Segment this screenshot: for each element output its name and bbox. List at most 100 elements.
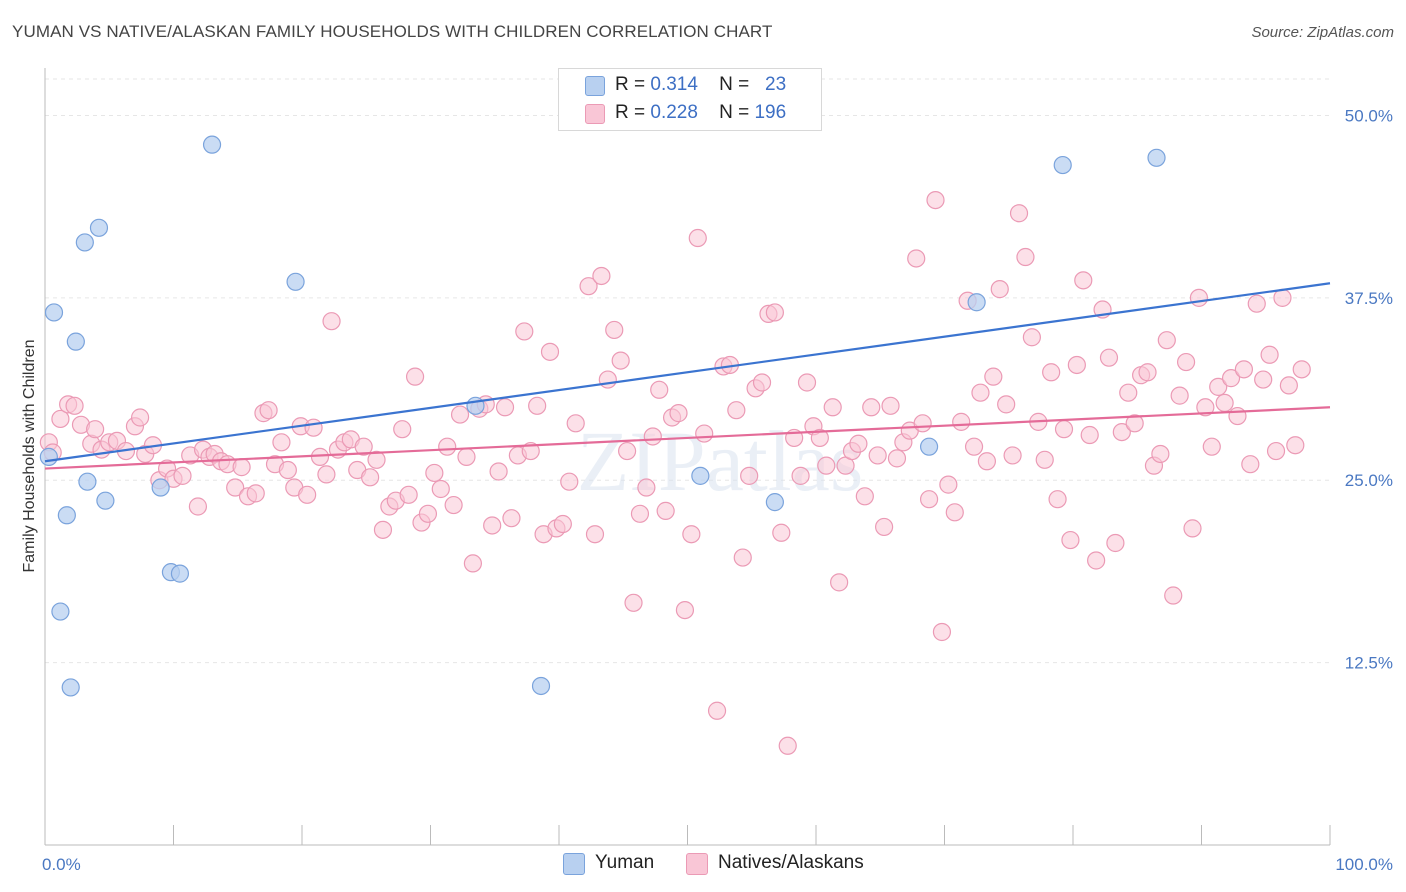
native-point [1189,288,1209,307]
native-point [1183,519,1202,538]
native-point [1087,551,1106,570]
chart-title: YUMAN VS NATIVE/ALASKAN FAMILY HOUSEHOLD… [12,22,773,41]
native-point [656,501,675,520]
y-tick-labels: 12.5% 25.0% 37.5% 50.0% [1345,106,1393,672]
yuman-point [691,466,710,485]
native-point [425,463,444,483]
native-point [1241,455,1260,474]
y-axis-title: Family Households with Children [21,340,38,573]
native-point [1247,294,1266,313]
native-point [919,490,939,509]
native-point [707,701,727,720]
native-point [1054,420,1074,439]
x-tick-max: 100.0% [1335,855,1393,874]
native-point [188,497,208,516]
native-point [1080,425,1099,445]
native-point [1035,450,1054,469]
native-point [310,447,330,466]
native-point [1112,422,1131,442]
yuman-point [89,218,109,237]
native-point [1196,398,1215,417]
native-point [1009,204,1029,223]
native-point [849,434,868,453]
native-point [51,409,70,429]
native-point [752,373,772,392]
native-point [1279,376,1298,395]
yuman-legend-swatch [563,853,585,875]
yuman-point [39,447,58,466]
native-point [367,450,386,469]
stats-legend: R = 0.314 N = 23 R = 0.228 N = 196 [558,68,822,131]
yuman-legend-label: Yuman [595,852,655,873]
native-point [823,398,842,417]
legend-r-value: 0.314 [650,74,698,95]
yuman-point [61,678,80,697]
series-natives-alaskans [39,191,1311,755]
yuman-trend-line [44,282,1331,463]
native-point [977,452,997,471]
native-point [463,554,483,573]
yuman-point [66,332,85,351]
native-point [1106,533,1125,553]
native-point [1099,348,1119,367]
native-point [650,380,669,399]
native-point [540,342,560,361]
y-tick-label: 25.0% [1345,471,1393,490]
native-point [990,280,1009,299]
native-point [528,396,547,415]
native-point [945,503,964,522]
native-point [1234,360,1254,379]
native-point [618,441,637,461]
native-point [592,266,611,286]
y-tick-label: 50.0% [1345,106,1393,125]
yuman-point [202,135,222,154]
series-yuman [39,135,1166,697]
native-point [855,487,874,506]
yuman-point [78,472,97,491]
source-label: Source: ZipAtlas.com [1251,24,1394,41]
native-point [862,398,881,417]
x-tick-min: 0.0% [42,855,81,874]
native-point [579,277,598,296]
native-point [560,472,579,491]
native-point [317,465,336,484]
native-point [1273,288,1292,307]
native-point [1228,406,1247,426]
native-point [1254,370,1273,389]
native-point [450,405,470,424]
y-tick-label: 12.5% [1345,654,1393,673]
native-point [431,479,450,499]
native-point [1202,437,1221,456]
native-point [939,475,958,494]
native-point [232,458,251,477]
native-point [997,395,1016,414]
native-point [361,468,380,487]
native-point [984,367,1003,386]
native-point [1042,363,1061,382]
native-point [278,460,297,480]
native-point [1157,331,1176,350]
native-point [1022,328,1041,347]
yuman-point [151,478,170,497]
yuman-point [531,676,551,696]
native-point [1048,490,1067,509]
native-point [489,462,508,481]
trend-lines [44,282,1331,470]
native-point [1125,414,1144,433]
native-point [1016,247,1035,267]
native-point [669,404,688,423]
native-point [643,427,662,446]
native-point [405,367,425,386]
native-point [1176,352,1196,372]
native-point [1266,441,1286,461]
native-point [1209,377,1228,396]
native-point [393,420,412,439]
native-point [797,373,817,392]
native-point [952,412,971,431]
native-point [1286,436,1305,455]
native-point [1292,360,1311,379]
native-point [907,249,926,268]
native-point [246,484,265,503]
legend-r-value: 0.228 [650,102,698,123]
